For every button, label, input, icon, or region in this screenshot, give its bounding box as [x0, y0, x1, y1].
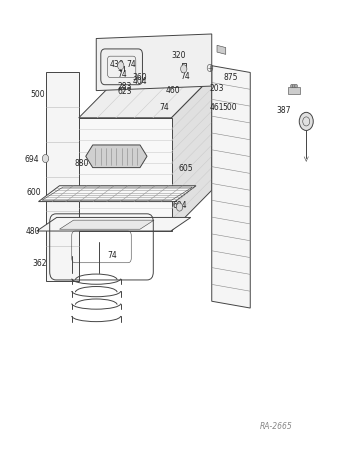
- Text: 875: 875: [224, 72, 238, 82]
- Polygon shape: [86, 145, 147, 168]
- Text: 404: 404: [133, 77, 147, 86]
- Polygon shape: [60, 220, 154, 229]
- Circle shape: [42, 154, 49, 163]
- Text: 500: 500: [222, 103, 237, 112]
- Text: 74: 74: [117, 70, 127, 79]
- Text: 320: 320: [171, 51, 186, 60]
- Text: 880: 880: [74, 159, 89, 169]
- Text: 623: 623: [117, 87, 132, 96]
- Text: 74: 74: [126, 60, 136, 69]
- Text: 74: 74: [108, 251, 118, 260]
- Circle shape: [295, 84, 298, 88]
- Text: 460: 460: [166, 86, 181, 95]
- Polygon shape: [79, 118, 172, 231]
- Text: RA-2665: RA-2665: [260, 422, 293, 431]
- Text: 362: 362: [32, 259, 47, 268]
- Text: 74: 74: [160, 103, 169, 112]
- Text: 600: 600: [26, 188, 41, 198]
- Text: 500: 500: [30, 90, 45, 99]
- Polygon shape: [46, 72, 79, 281]
- Polygon shape: [38, 186, 196, 202]
- Bar: [288, 87, 300, 94]
- Polygon shape: [212, 66, 250, 308]
- Circle shape: [181, 65, 187, 73]
- Polygon shape: [37, 217, 191, 231]
- Circle shape: [299, 112, 313, 130]
- Polygon shape: [96, 34, 212, 91]
- Circle shape: [290, 84, 293, 88]
- Circle shape: [176, 203, 183, 211]
- Text: 283: 283: [117, 82, 132, 92]
- Text: 387: 387: [276, 106, 291, 115]
- Polygon shape: [172, 77, 212, 231]
- Text: 480: 480: [26, 226, 41, 236]
- Text: 430: 430: [110, 60, 125, 69]
- Text: 74: 74: [181, 72, 190, 81]
- Text: 461: 461: [210, 103, 224, 112]
- Circle shape: [118, 62, 124, 70]
- Text: 360: 360: [133, 73, 147, 82]
- Polygon shape: [79, 77, 212, 118]
- Circle shape: [293, 84, 295, 88]
- Text: 203: 203: [210, 84, 224, 93]
- Text: 605: 605: [178, 164, 193, 173]
- Text: 694: 694: [25, 155, 40, 164]
- Polygon shape: [217, 45, 226, 54]
- Text: 694: 694: [173, 201, 187, 210]
